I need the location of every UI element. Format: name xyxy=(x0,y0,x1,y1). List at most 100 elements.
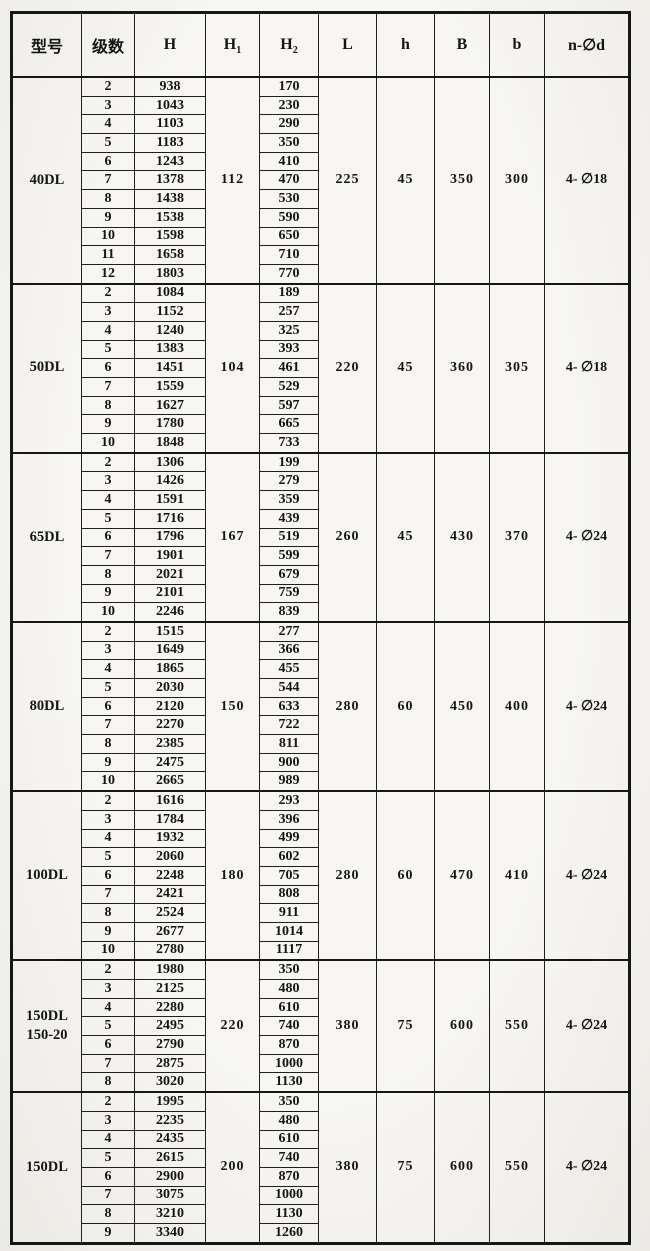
h2-cell: 811 xyxy=(259,734,319,754)
model-cell: 150DL 150-20 xyxy=(11,959,82,1093)
stages-cell: 3 xyxy=(81,302,135,322)
height-total-cell: 1559 xyxy=(134,377,206,397)
height-total-cell: 2246 xyxy=(134,602,206,623)
stages-cell: 9 xyxy=(81,921,135,942)
table-row: 150DL 2 1995 200 350 380 75 600 550 4- ∅24 xyxy=(11,1091,630,1244)
h1-cell: 167 xyxy=(205,451,260,623)
height-total-cell: 1103 xyxy=(134,114,206,135)
table-row: 12 1803 770 xyxy=(12,263,630,285)
h2-cell: 393 xyxy=(259,339,319,360)
stages-cell: 2 xyxy=(81,790,135,811)
length-cell: 380 xyxy=(318,1091,377,1244)
height-total-cell: 1784 xyxy=(134,809,206,830)
col-header-xx: 型号 xyxy=(11,12,82,78)
stages-cell: 5 xyxy=(81,1016,135,1037)
table-row: 7 1901 599 xyxy=(12,546,630,566)
stages-cell: 12 xyxy=(81,263,135,285)
h2-cell: 870 xyxy=(259,1166,319,1187)
h2-cell: 1130 xyxy=(259,1204,319,1224)
h2-cell: 911 xyxy=(259,903,319,923)
table-row: 80DL 2 1515 150 277 280 60 450 400 4- ∅24 xyxy=(11,620,630,792)
height-total-cell: 1598 xyxy=(134,226,206,247)
col-header-b: b xyxy=(489,12,545,78)
table-row: 8 3210 1130 xyxy=(12,1204,630,1224)
length-cell: 220 xyxy=(318,282,377,454)
h2-cell: 1000 xyxy=(259,1053,319,1074)
stages-cell: 6 xyxy=(81,358,135,378)
height-total-cell: 2790 xyxy=(134,1035,206,1055)
height-total-cell: 1780 xyxy=(134,414,206,435)
bolt-holes-cell: 4- ∅24 xyxy=(544,1091,630,1244)
stages-cell: 4 xyxy=(81,320,135,341)
table-row: 40DL 2 938 112 170 225 45 350 300 4- ∅18 xyxy=(11,75,630,285)
table-row: 3 2235 480 xyxy=(12,1110,630,1131)
h-small-cell: 45 xyxy=(376,76,435,285)
height-total-cell: 2280 xyxy=(134,997,206,1018)
h-small-cell: 60 xyxy=(376,790,435,961)
stages-cell: 4 xyxy=(81,828,135,849)
h2-cell: 740 xyxy=(259,1148,319,1168)
stages-cell: 3 xyxy=(81,471,135,492)
height-total-cell: 2120 xyxy=(134,696,206,717)
table-row: 9 3340 1260 xyxy=(12,1222,630,1244)
table-row: 150DL 150-20 2 1980 220 350 380 75 600 550 4- ∅24 xyxy=(11,959,630,1093)
stages-cell: 3 xyxy=(81,95,135,116)
h2-cell: 189 xyxy=(259,282,319,304)
h2-cell: 350 xyxy=(259,959,319,981)
h2-cell: 740 xyxy=(259,1016,319,1037)
h1-cell: 220 xyxy=(205,959,260,1093)
table-row: 8 1438 530 xyxy=(12,189,630,209)
h2-cell: 350 xyxy=(259,1091,319,1112)
height-total-cell: 2021 xyxy=(134,564,206,585)
height-total-cell: 2875 xyxy=(134,1053,206,1074)
height-total-cell: 1043 xyxy=(134,95,206,116)
height-total-cell: 2900 xyxy=(134,1166,206,1187)
h2-cell: 1117 xyxy=(259,940,319,961)
bolt-span-cell: 400 xyxy=(489,620,545,792)
h2-cell: 633 xyxy=(259,696,319,717)
height-total-cell: 2780 xyxy=(134,940,206,961)
h2-cell: 461 xyxy=(259,358,319,378)
height-total-cell: 1865 xyxy=(134,659,206,679)
stages-cell: 9 xyxy=(81,1222,135,1244)
stages-cell: 2 xyxy=(81,451,135,473)
h2-cell: 808 xyxy=(259,884,319,905)
stages-cell: 9 xyxy=(81,583,135,604)
height-total-cell: 1306 xyxy=(134,451,206,473)
height-total-cell: 1383 xyxy=(134,339,206,360)
stages-cell: 8 xyxy=(81,189,135,209)
table-body: 40DL 2 938 112 170 225 45 350 300 4- ∅18 3 1043 230 4… xyxy=(11,75,630,1244)
stages-cell: 4 xyxy=(81,659,135,679)
h-small-cell: 45 xyxy=(376,282,435,454)
table-row: 7 1378 470 xyxy=(12,170,630,191)
height-total-cell: 1616 xyxy=(134,790,206,811)
height-total-cell: 1803 xyxy=(134,263,206,285)
stages-cell: 2 xyxy=(81,1091,135,1112)
h2-cell: 410 xyxy=(259,151,319,172)
col-header-n-∅d: n-∅d xyxy=(544,12,630,78)
stages-cell: 3 xyxy=(81,809,135,830)
h2-cell: 293 xyxy=(259,790,319,811)
table-row: 5 1716 439 xyxy=(12,508,630,529)
stages-cell: 7 xyxy=(81,170,135,191)
table-row: 6 2790 870 xyxy=(12,1035,630,1055)
table-row: 10 2780 1117 xyxy=(12,940,630,961)
h2-cell: 499 xyxy=(259,828,319,849)
table-row: 50DL 2 1084 104 189 220 45 360 305 4- ∅18 xyxy=(11,282,630,454)
base-width-cell: 450 xyxy=(434,620,490,792)
h-small-cell: 60 xyxy=(376,620,435,792)
stages-cell: 10 xyxy=(81,771,135,792)
table-row: 5 1383 393 xyxy=(12,339,630,360)
h2-cell: 290 xyxy=(259,114,319,135)
table-row: 4 2280 610 xyxy=(12,997,630,1018)
height-total-cell: 1426 xyxy=(134,471,206,492)
col-header-H1: H1 xyxy=(205,12,260,78)
table-row: 10 1848 733 xyxy=(12,433,630,454)
stages-cell: 5 xyxy=(81,133,135,153)
h2-cell: 710 xyxy=(259,245,319,265)
h2-cell: 529 xyxy=(259,377,319,397)
h2-cell: 277 xyxy=(259,620,319,642)
table-row: 4 1240 325 xyxy=(12,320,630,341)
h2-cell: 480 xyxy=(259,979,319,999)
stages-cell: 5 xyxy=(81,339,135,360)
